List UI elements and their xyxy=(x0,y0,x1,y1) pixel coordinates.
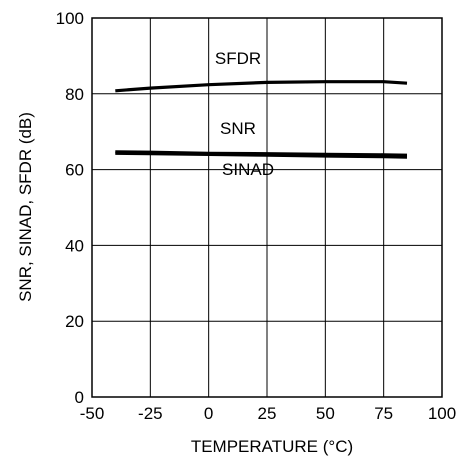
y-axis-label: SNR, SINAD, SFDR (dB) xyxy=(16,112,35,302)
snr-series-label: SNR xyxy=(220,119,256,138)
x-tick-label: 25 xyxy=(258,404,277,423)
gridlines xyxy=(92,18,442,397)
x-axis-label: TEMPERATURE (°C) xyxy=(191,437,353,456)
sinad-line xyxy=(115,151,408,159)
y-tick-label: 20 xyxy=(65,312,84,331)
y-tick-label: 100 xyxy=(56,9,84,28)
sfdr-line xyxy=(115,80,408,93)
sinad-series-label: SINAD xyxy=(222,160,274,179)
x-tick-label: -25 xyxy=(138,404,163,423)
y-tick-label: 60 xyxy=(65,161,84,180)
x-tick-label: 75 xyxy=(374,404,393,423)
y-tick-label: 80 xyxy=(65,85,84,104)
x-tick-label: 50 xyxy=(316,404,335,423)
y-tick-label: 40 xyxy=(65,236,84,255)
sfdr-series-label: SFDR xyxy=(215,49,261,68)
series-lines xyxy=(115,80,408,159)
x-tick-label: 100 xyxy=(428,404,456,423)
plot-frame xyxy=(91,17,443,398)
x-tick-label: -50 xyxy=(80,404,105,423)
y-tick-labels: 0 20 40 60 80 100 xyxy=(56,9,84,407)
x-tick-label: 0 xyxy=(204,404,213,423)
y-tick-label: 0 xyxy=(75,388,84,407)
x-tick-labels: -50 -25 0 25 50 75 100 xyxy=(80,404,456,423)
